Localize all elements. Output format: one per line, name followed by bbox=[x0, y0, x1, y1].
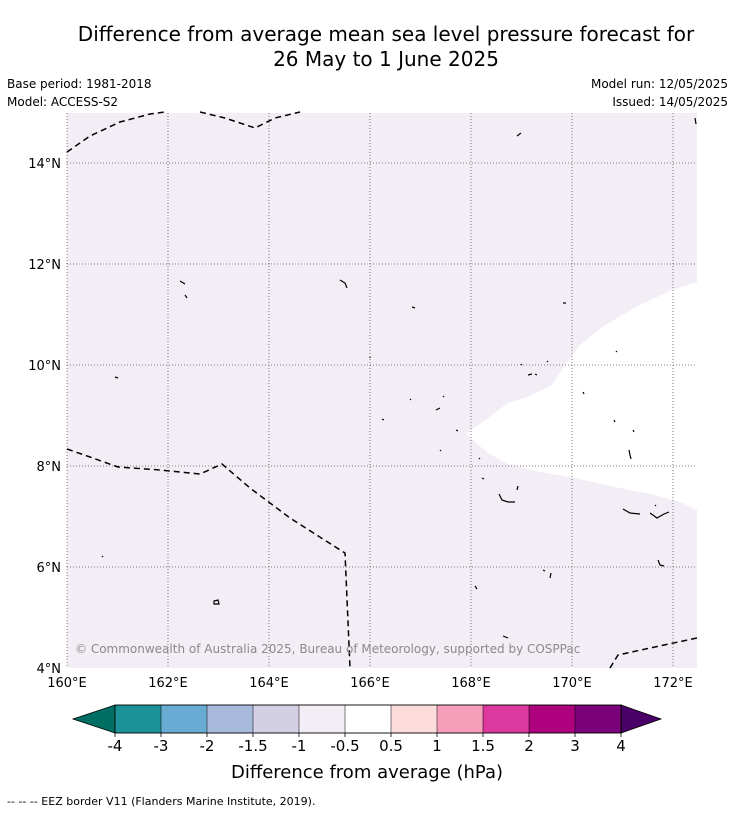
colorbar-tick-label: 3 bbox=[570, 737, 580, 755]
lon-label: 164°E bbox=[249, 676, 289, 691]
colorbar-cell bbox=[482, 704, 530, 734]
colorbar-tick-label: 2 bbox=[524, 737, 534, 755]
colorbar-frame bbox=[114, 704, 622, 734]
gridlines bbox=[66, 113, 697, 668]
eez-legend: -- -- -- EEZ border V11 (Flanders Marine… bbox=[7, 795, 316, 808]
neutral-anomaly-region bbox=[466, 282, 697, 510]
colorbar-tick-label: 1.5 bbox=[471, 737, 495, 755]
colorbar-extend-low bbox=[71, 704, 116, 734]
colorbar-cell bbox=[344, 704, 392, 734]
colorbar-cell bbox=[390, 704, 438, 734]
colorbar-tick-label: -2 bbox=[200, 737, 215, 755]
lon-label: 170°E bbox=[552, 676, 592, 691]
lat-label: 4°N bbox=[37, 662, 62, 677]
lon-label: 166°E bbox=[350, 676, 390, 691]
lon-label: 172°E bbox=[653, 676, 693, 691]
colorbar: -4 -3 -2 -1.5 -1 -0.5 0.5 1 1.5 2 3 4 Difference fr… bbox=[71, 704, 663, 783]
colorbar-tick-label: 4 bbox=[616, 737, 626, 755]
colorbar-cell bbox=[206, 704, 254, 734]
lat-label: 14°N bbox=[28, 157, 61, 172]
base-period: Base period: 1981-2018 bbox=[7, 77, 152, 91]
lat-label: 6°N bbox=[37, 561, 62, 576]
colorbar-tick-label: -1 bbox=[292, 737, 307, 755]
colorbar-cell bbox=[160, 704, 208, 734]
longitude-labels: 160°E 162°E 164°E 166°E 168°E 170°E 172°… bbox=[47, 676, 693, 691]
copyright-text: © Commonwealth of Australia 2025, Bureau… bbox=[75, 642, 580, 656]
meta-left: Base period: 1981-2018 Model: ACCESS-S2 bbox=[7, 75, 152, 111]
map-title: Difference from average mean sea level p… bbox=[0, 22, 736, 72]
colorbar-cell bbox=[574, 704, 622, 734]
colorbar-title: Difference from average (hPa) bbox=[231, 762, 503, 783]
model-name: Model: ACCESS-S2 bbox=[7, 95, 119, 109]
colorbar-extend-high bbox=[620, 704, 663, 734]
lon-label: 160°E bbox=[47, 676, 87, 691]
colorbar-cell bbox=[528, 704, 576, 734]
title-line-1: Difference from average mean sea level p… bbox=[77, 22, 695, 46]
colorbar-tick-label: -4 bbox=[108, 737, 123, 755]
lat-label: 10°N bbox=[28, 359, 61, 374]
meta-right: Model run: 12/05/2025 Issued: 14/05/2025 bbox=[591, 75, 728, 111]
latitude-labels: 14°N 12°N 10°N 8°N 6°N 4°N bbox=[28, 157, 61, 677]
model-run: Model run: 12/05/2025 bbox=[590, 77, 728, 91]
islands bbox=[101, 117, 697, 639]
colorbar-tick-label: -0.5 bbox=[330, 737, 359, 755]
colorbar-cell bbox=[252, 704, 300, 734]
lat-label: 8°N bbox=[37, 460, 62, 475]
issued-date: Issued: 14/05/2025 bbox=[612, 95, 728, 109]
colorbar-tick-label: 1 bbox=[432, 737, 442, 755]
eez-borders bbox=[66, 111, 698, 669]
colorbar-cell bbox=[114, 704, 162, 734]
colorbar-tick-label: -3 bbox=[154, 737, 169, 755]
lon-label: 168°E bbox=[451, 676, 491, 691]
lat-label: 12°N bbox=[28, 258, 61, 273]
colorbar-tick-label: 0.5 bbox=[379, 737, 403, 755]
title-line-2: 26 May to 1 June 2025 bbox=[273, 47, 499, 71]
colorbar-cell bbox=[298, 704, 346, 734]
lon-label: 162°E bbox=[148, 676, 188, 691]
colorbar-cell bbox=[436, 704, 484, 734]
colorbar-tick-label: -1.5 bbox=[238, 737, 267, 755]
